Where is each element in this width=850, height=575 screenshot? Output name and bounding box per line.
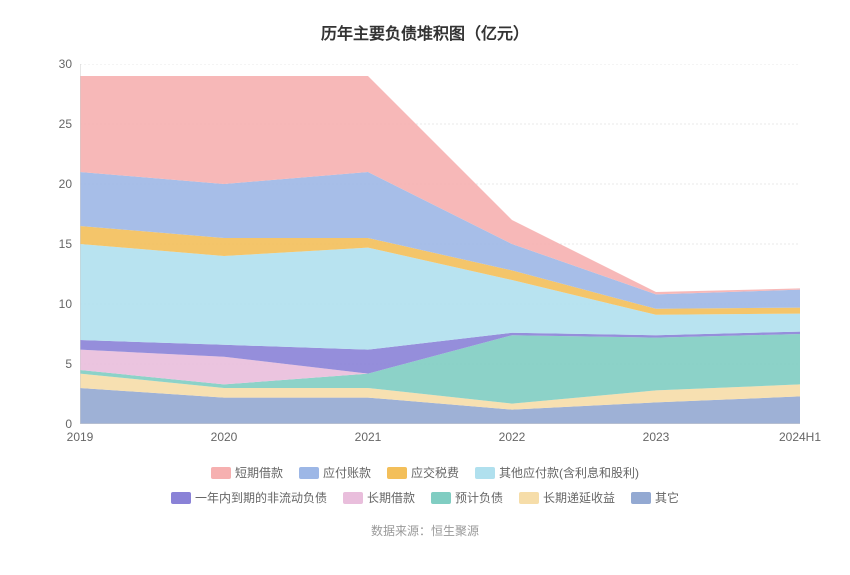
x-tick-label: 2024H1	[779, 424, 821, 444]
legend-row: 一年内到期的非流动负债 长期借款 预计负债 长期递延收益 其它	[40, 489, 810, 506]
legend-swatch	[475, 467, 495, 479]
legend-item[interactable]: 一年内到期的非流动负债	[171, 489, 327, 506]
plot-area: 051015202530201920202021202220232024H1	[80, 64, 800, 424]
x-tick-label: 2021	[355, 424, 382, 444]
plot-svg	[80, 64, 800, 424]
legend-item[interactable]: 其它	[631, 489, 679, 506]
legend-label: 其它	[655, 491, 679, 505]
legend-swatch	[519, 492, 539, 504]
legend: 短期借款 应付账款 应交税费 其他应付款(含利息和股利) 一年内到期的非流动负债 长期借款…	[40, 464, 810, 506]
legend-label: 长期递延收益	[543, 491, 615, 505]
y-tick-label: 30	[59, 57, 80, 71]
legend-swatch	[171, 492, 191, 504]
chart-container: 历年主要负债堆积图（亿元） 05101520253020192020202120…	[0, 0, 850, 575]
chart-title: 历年主要负债堆积图（亿元）	[40, 20, 810, 44]
legend-item[interactable]: 其他应付款(含利息和股利)	[475, 464, 639, 481]
legend-swatch	[343, 492, 363, 504]
y-tick-label: 25	[59, 117, 80, 131]
legend-item[interactable]: 预计负债	[431, 489, 503, 506]
legend-item[interactable]: 长期递延收益	[519, 489, 615, 506]
legend-label: 长期借款	[367, 491, 415, 505]
legend-swatch	[431, 492, 451, 504]
legend-swatch	[387, 467, 407, 479]
y-tick-label: 5	[65, 357, 80, 371]
legend-label: 一年内到期的非流动负债	[195, 491, 327, 505]
y-tick-label: 10	[59, 297, 80, 311]
legend-item[interactable]: 长期借款	[343, 489, 415, 506]
legend-item[interactable]: 应交税费	[387, 464, 459, 481]
x-tick-label: 2023	[643, 424, 670, 444]
legend-label: 短期借款	[235, 466, 283, 480]
legend-row: 短期借款 应付账款 应交税费 其他应付款(含利息和股利)	[40, 464, 810, 481]
y-tick-label: 15	[59, 237, 80, 251]
x-tick-label: 2019	[67, 424, 94, 444]
legend-label: 应付账款	[323, 466, 371, 480]
legend-swatch	[299, 467, 319, 479]
data-source: 数据来源：恒生聚源	[40, 522, 810, 539]
legend-item[interactable]: 应付账款	[299, 464, 371, 481]
legend-label: 其他应付款(含利息和股利)	[499, 466, 639, 480]
legend-swatch	[211, 467, 231, 479]
legend-label: 预计负债	[455, 491, 503, 505]
legend-label: 应交税费	[411, 466, 459, 480]
x-tick-label: 2020	[211, 424, 238, 444]
y-tick-label: 20	[59, 177, 80, 191]
x-tick-label: 2022	[499, 424, 526, 444]
legend-item[interactable]: 短期借款	[211, 464, 283, 481]
legend-swatch	[631, 492, 651, 504]
